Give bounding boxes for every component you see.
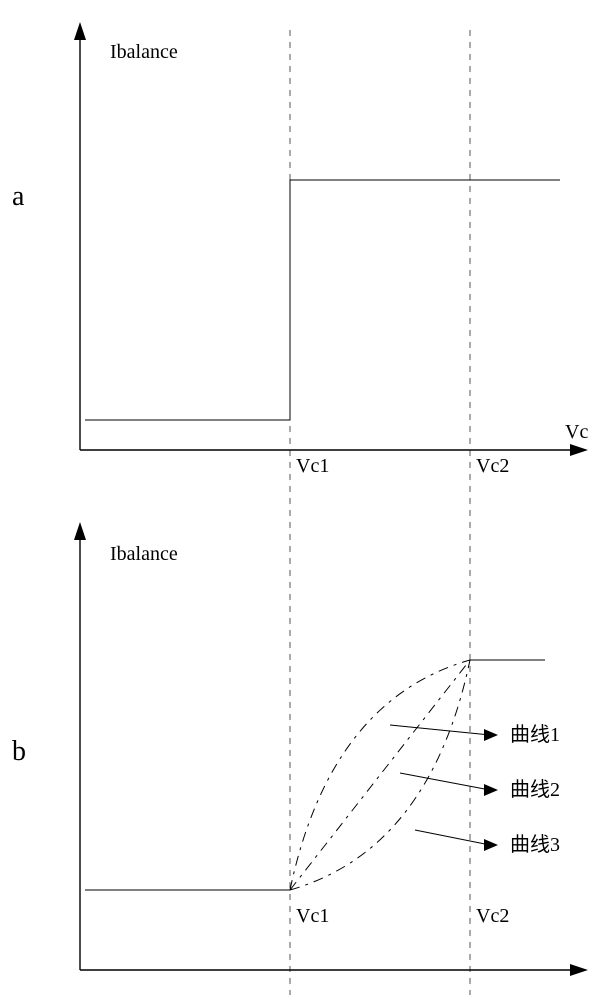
panel-a-ylabel: Ibalance xyxy=(110,41,178,63)
panel-a-xlabel: Vc xyxy=(565,421,588,443)
panel-a-vc2: Vc2 xyxy=(476,455,509,477)
panel-b-ylabel: Ibalance xyxy=(110,543,178,565)
curve-1-label: 曲线1 xyxy=(510,723,560,746)
panel-b-vc1: Vc1 xyxy=(296,905,329,927)
curve-3-label: 曲线3 xyxy=(510,833,560,856)
curve-2 xyxy=(290,660,470,890)
diagram-svg: Ibalance Vc Vc1 Vc2 a 曲线1 xyxy=(0,0,598,1000)
panel-b-label: b xyxy=(12,736,26,767)
figure-root: Ibalance Vc Vc1 Vc2 a 曲线1 xyxy=(0,0,598,1000)
panel-a-label: a xyxy=(12,181,25,212)
panel-b-vc2: Vc2 xyxy=(476,905,509,927)
panel-b: 曲线1 曲线2 曲线3 Ibalance Vc1 Vc2 xyxy=(74,522,588,976)
panel-a: Ibalance Vc Vc1 Vc2 xyxy=(74,22,588,477)
panel-a-vc1: Vc1 xyxy=(296,455,329,477)
panel-a-step-curve xyxy=(85,180,560,420)
curve-2-label: 曲线2 xyxy=(510,778,560,801)
